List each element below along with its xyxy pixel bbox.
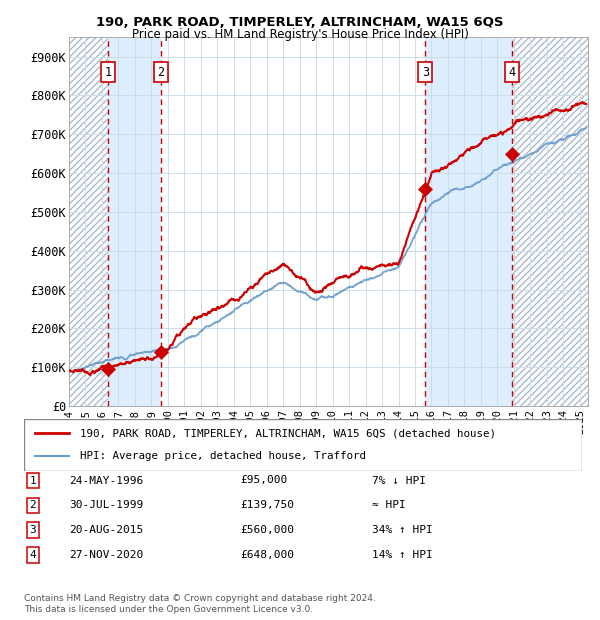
Text: ≈ HPI: ≈ HPI: [372, 500, 406, 510]
Text: £560,000: £560,000: [240, 525, 294, 535]
Bar: [108, 37, 161, 406]
Bar: [69, 37, 108, 406]
Text: 190, PARK ROAD, TIMPERLEY, ALTRINCHAM, WA15 6QS: 190, PARK ROAD, TIMPERLEY, ALTRINCHAM, W…: [96, 16, 504, 29]
FancyBboxPatch shape: [24, 418, 582, 471]
Text: 27-NOV-2020: 27-NOV-2020: [69, 550, 143, 560]
Text: 14% ↑ HPI: 14% ↑ HPI: [372, 550, 433, 560]
Text: 34% ↑ HPI: 34% ↑ HPI: [372, 525, 433, 535]
Text: 24-MAY-1996: 24-MAY-1996: [69, 476, 143, 485]
Text: 3: 3: [29, 525, 37, 535]
Text: 20-AUG-2015: 20-AUG-2015: [69, 525, 143, 535]
Text: 30-JUL-1999: 30-JUL-1999: [69, 500, 143, 510]
Text: HPI: Average price, detached house, Trafford: HPI: Average price, detached house, Traf…: [80, 451, 366, 461]
Text: 7% ↓ HPI: 7% ↓ HPI: [372, 476, 426, 485]
Text: 2: 2: [29, 500, 37, 510]
Text: Price paid vs. HM Land Registry's House Price Index (HPI): Price paid vs. HM Land Registry's House …: [131, 28, 469, 41]
Text: £95,000: £95,000: [240, 476, 287, 485]
Text: £648,000: £648,000: [240, 550, 294, 560]
Bar: [425, 37, 512, 406]
Bar: [512, 37, 588, 406]
Text: 4: 4: [29, 550, 37, 560]
Text: £139,750: £139,750: [240, 500, 294, 510]
Bar: [161, 37, 425, 406]
Text: 1: 1: [29, 476, 37, 485]
Text: Contains HM Land Registry data © Crown copyright and database right 2024.
This d: Contains HM Land Registry data © Crown c…: [24, 595, 376, 614]
Text: 2: 2: [157, 66, 164, 79]
Text: 1: 1: [104, 66, 112, 79]
Text: 4: 4: [509, 66, 516, 79]
Text: 3: 3: [422, 66, 429, 79]
Text: 190, PARK ROAD, TIMPERLEY, ALTRINCHAM, WA15 6QS (detached house): 190, PARK ROAD, TIMPERLEY, ALTRINCHAM, W…: [80, 428, 496, 438]
